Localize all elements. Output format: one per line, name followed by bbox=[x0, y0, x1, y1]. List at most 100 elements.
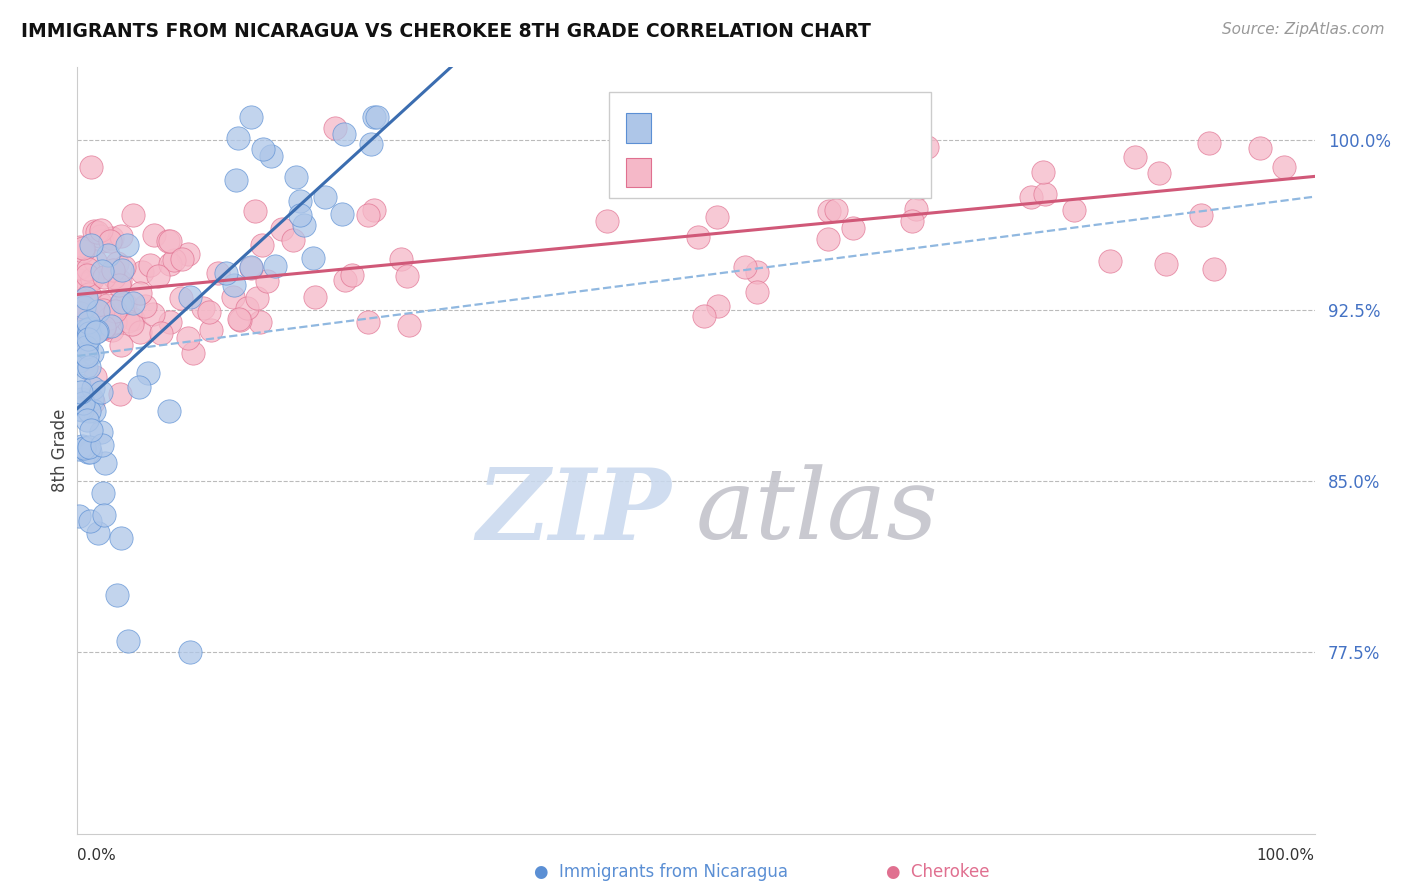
Point bbox=[75, 360, 97, 375]
Point bbox=[1019, 190, 1042, 204]
Point bbox=[69, 239, 91, 253]
Point bbox=[159, 257, 181, 271]
Point bbox=[239, 110, 262, 124]
Point bbox=[1249, 141, 1271, 155]
Point bbox=[67, 295, 90, 310]
Point bbox=[93, 270, 115, 285]
Point bbox=[79, 287, 101, 301]
Point bbox=[332, 127, 354, 141]
Point bbox=[91, 437, 114, 451]
Point bbox=[72, 241, 94, 255]
Point bbox=[86, 324, 108, 338]
Point bbox=[792, 159, 814, 173]
Point bbox=[103, 269, 125, 284]
Point bbox=[179, 290, 201, 304]
Text: 0.0%: 0.0% bbox=[77, 847, 117, 863]
Point bbox=[702, 179, 724, 194]
Point bbox=[90, 425, 112, 439]
Point bbox=[80, 160, 103, 174]
Point bbox=[76, 413, 98, 427]
Point bbox=[72, 244, 94, 259]
Point bbox=[207, 266, 229, 280]
Point bbox=[824, 202, 846, 217]
Point bbox=[128, 326, 150, 340]
Point bbox=[77, 276, 100, 290]
Point bbox=[363, 110, 385, 124]
Point bbox=[77, 359, 100, 374]
Point bbox=[70, 327, 93, 342]
Point bbox=[177, 331, 200, 345]
Point bbox=[292, 219, 315, 233]
Point bbox=[734, 260, 756, 274]
Point bbox=[90, 223, 112, 237]
Point bbox=[70, 439, 93, 453]
Point bbox=[1098, 253, 1121, 268]
Text: Source: ZipAtlas.com: Source: ZipAtlas.com bbox=[1222, 22, 1385, 37]
Point bbox=[907, 181, 929, 195]
Point bbox=[79, 514, 101, 528]
Point bbox=[111, 295, 134, 310]
Point bbox=[84, 253, 107, 268]
Point bbox=[69, 306, 91, 320]
Point bbox=[101, 263, 124, 277]
Text: IMMIGRANTS FROM NICARAGUA VS CHEROKEE 8TH GRADE CORRELATION CHART: IMMIGRANTS FROM NICARAGUA VS CHEROKEE 8T… bbox=[21, 22, 870, 41]
Point bbox=[75, 342, 97, 356]
Point bbox=[128, 380, 150, 394]
Point bbox=[157, 234, 180, 248]
Point bbox=[108, 277, 131, 292]
Point bbox=[121, 318, 143, 332]
Point bbox=[77, 322, 100, 336]
Point bbox=[745, 285, 768, 299]
Point bbox=[148, 268, 170, 283]
Point bbox=[1033, 187, 1056, 202]
Point bbox=[101, 323, 124, 337]
Point bbox=[70, 392, 93, 406]
Point bbox=[77, 445, 100, 459]
Point bbox=[747, 265, 769, 279]
Point bbox=[110, 338, 132, 352]
Point bbox=[67, 260, 90, 275]
Point bbox=[249, 315, 271, 329]
Point bbox=[97, 311, 120, 326]
Point bbox=[110, 229, 132, 244]
Point bbox=[87, 303, 110, 318]
Point bbox=[80, 272, 103, 286]
Point bbox=[389, 252, 412, 266]
Point bbox=[360, 137, 382, 152]
Point bbox=[686, 230, 709, 244]
Point bbox=[77, 326, 100, 340]
Point bbox=[228, 313, 250, 327]
Point bbox=[1147, 166, 1170, 180]
Point bbox=[138, 258, 160, 272]
Point bbox=[111, 263, 134, 277]
Point bbox=[90, 384, 112, 399]
Point bbox=[67, 354, 90, 368]
Point bbox=[82, 394, 104, 409]
Point bbox=[98, 234, 121, 248]
Point bbox=[69, 401, 91, 416]
Point bbox=[69, 307, 91, 321]
Point bbox=[75, 291, 97, 305]
Point bbox=[69, 343, 91, 357]
Point bbox=[110, 387, 132, 401]
Point bbox=[225, 173, 247, 187]
Point bbox=[80, 392, 103, 407]
Point bbox=[67, 442, 90, 457]
Point bbox=[302, 252, 325, 266]
Point bbox=[121, 312, 143, 326]
Point bbox=[83, 370, 105, 384]
Point bbox=[181, 346, 204, 360]
Point bbox=[79, 445, 101, 459]
Point bbox=[91, 485, 114, 500]
Point bbox=[236, 301, 259, 316]
Point bbox=[70, 385, 93, 400]
Point bbox=[818, 203, 841, 218]
Point bbox=[150, 326, 173, 340]
Point bbox=[67, 378, 90, 392]
Point bbox=[96, 248, 118, 262]
Point bbox=[89, 228, 111, 243]
Point bbox=[398, 318, 420, 332]
Point bbox=[79, 273, 101, 287]
Point bbox=[340, 268, 363, 282]
Point bbox=[131, 265, 153, 279]
